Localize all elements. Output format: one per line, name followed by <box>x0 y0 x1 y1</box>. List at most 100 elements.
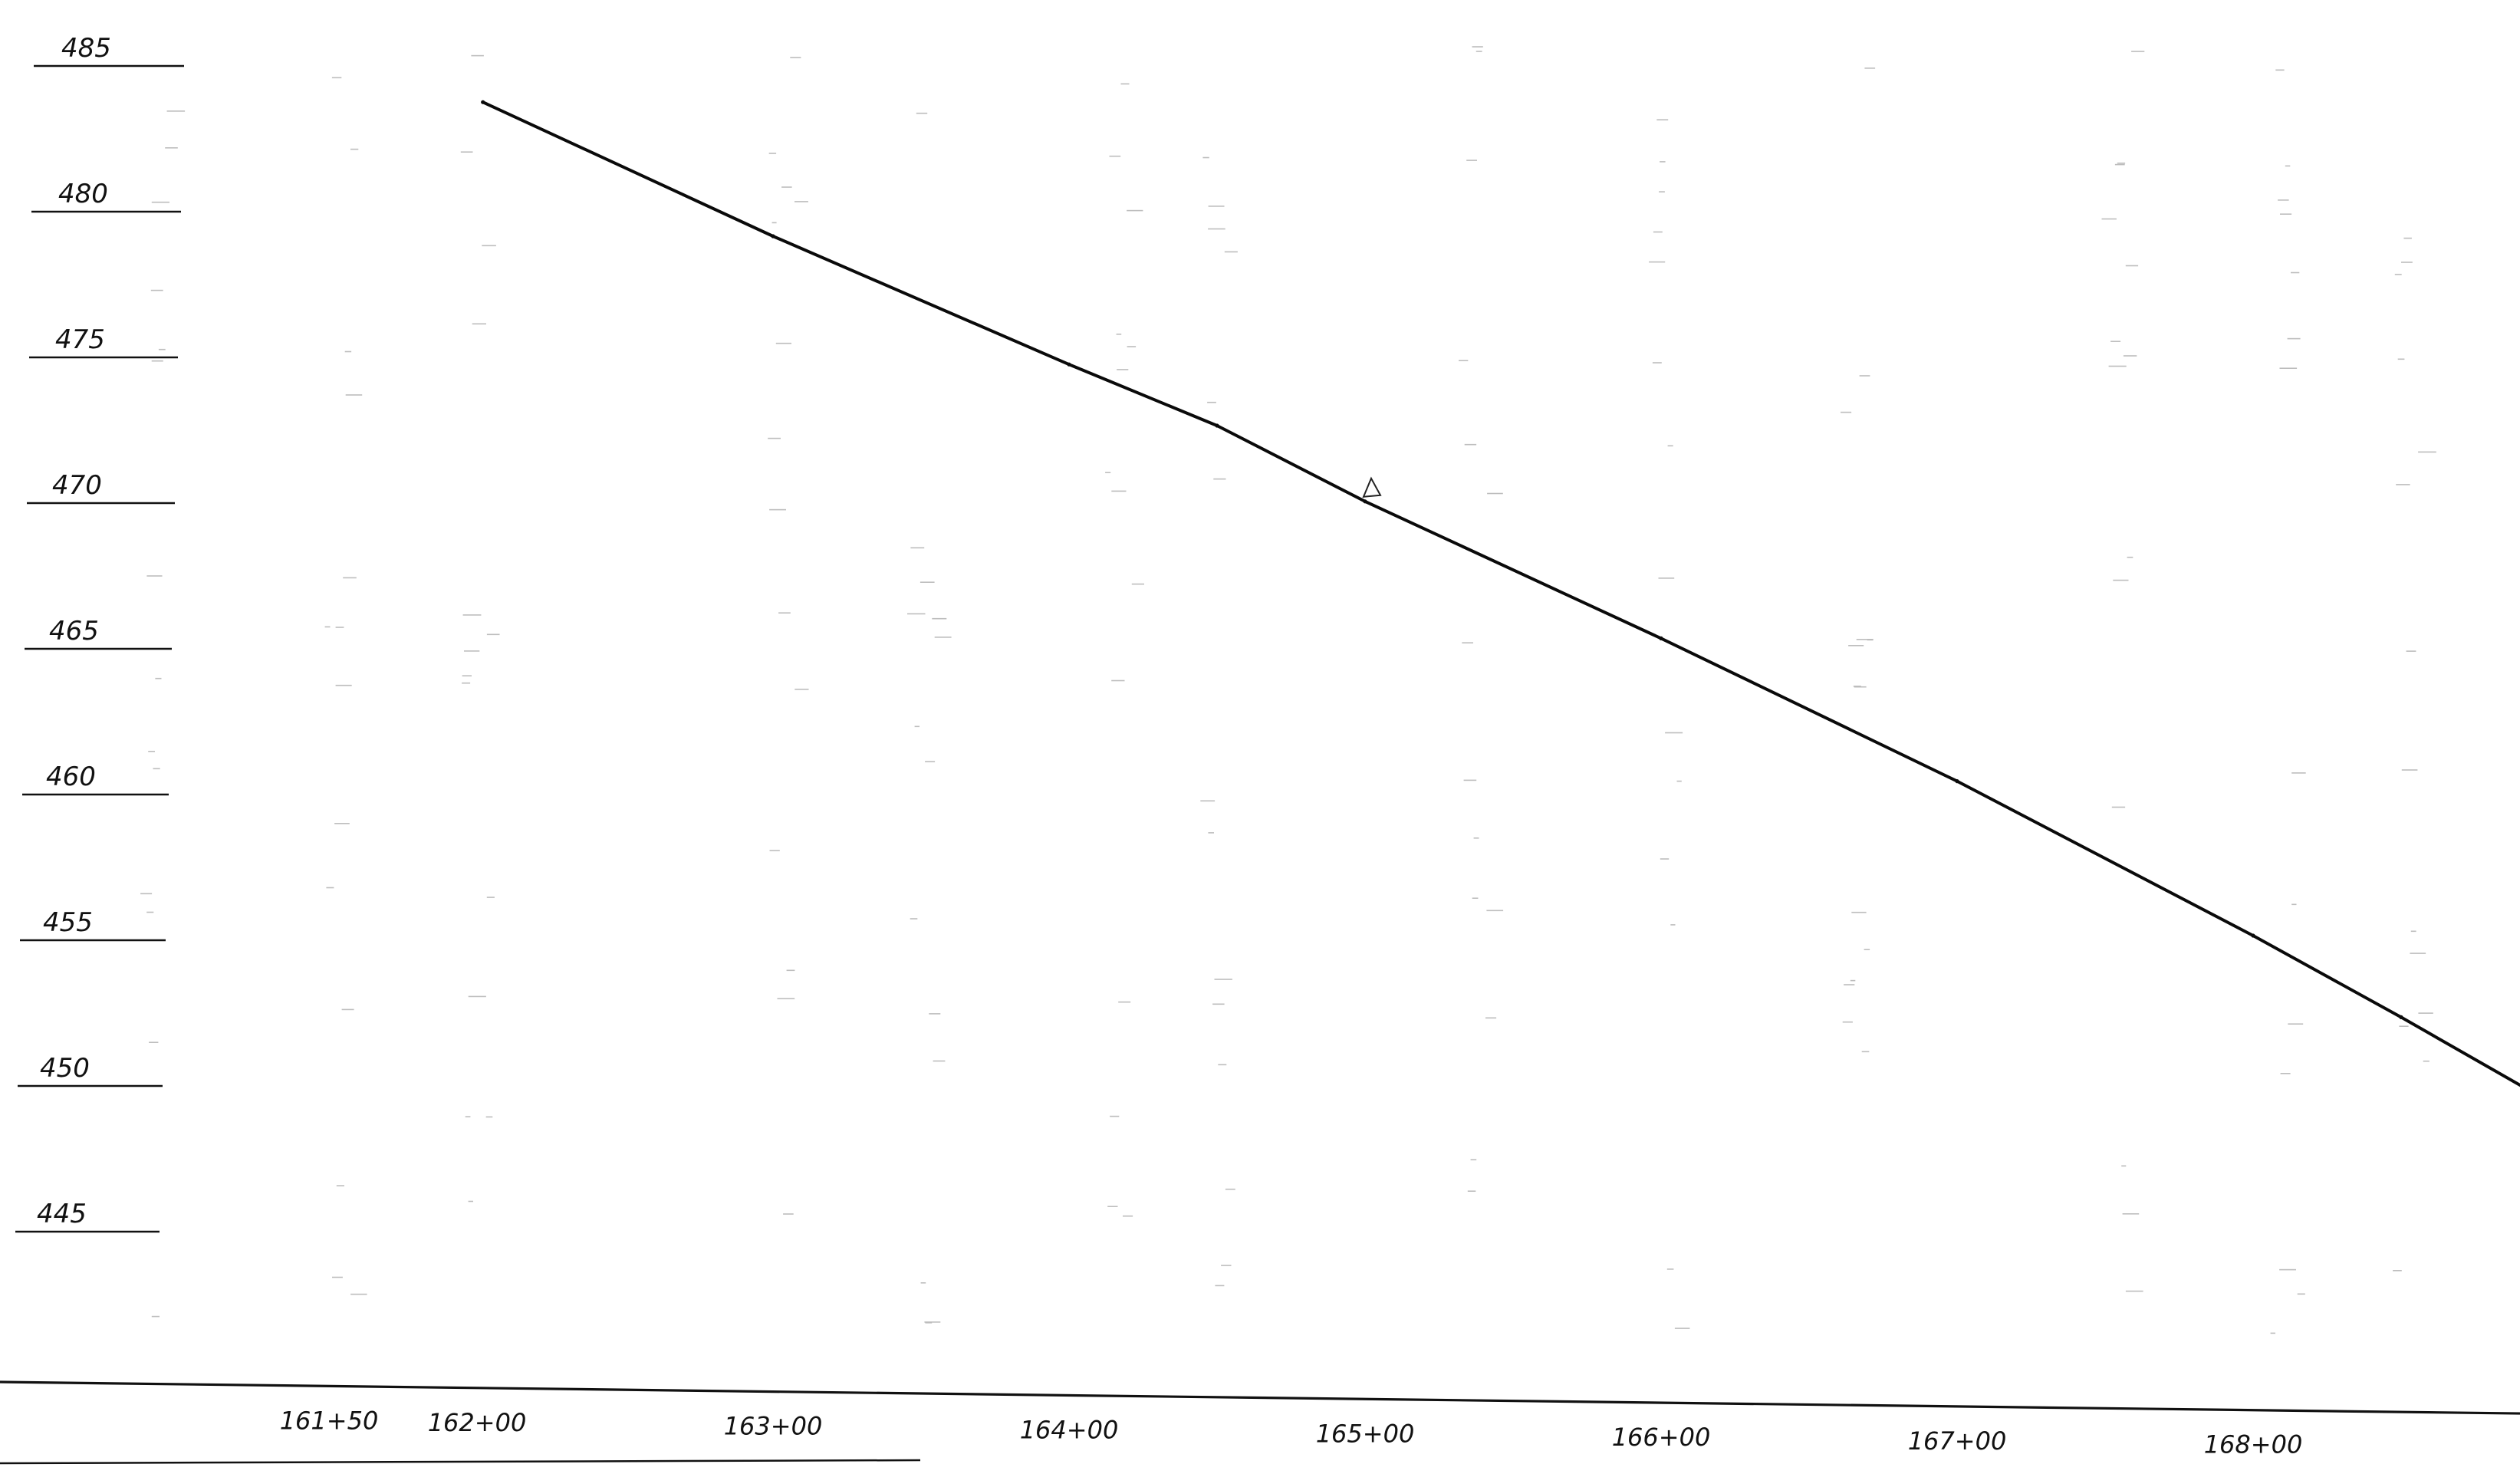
scan-speck <box>1660 858 1670 860</box>
benchmark-triangle-mark <box>1362 476 1382 498</box>
scan-speck <box>331 77 342 79</box>
scan-speck <box>1859 375 1870 377</box>
scan-speck <box>482 245 496 247</box>
scan-speck <box>1117 369 1129 370</box>
scan-speck <box>910 547 925 549</box>
scan-speck <box>2114 163 2125 166</box>
elevation-tick-label: 450 <box>40 1053 90 1084</box>
scan-speck <box>1212 1003 1225 1005</box>
scan-speck <box>165 147 178 149</box>
scan-speck <box>907 613 926 615</box>
scan-speck <box>2288 1023 2304 1025</box>
scan-speck <box>1856 639 1874 640</box>
scan-speck <box>1851 911 1867 913</box>
scan-speck <box>146 575 163 577</box>
scan-speck <box>1466 160 1477 161</box>
elevation-tick-label: 465 <box>49 616 99 647</box>
elevation-tick-label: 470 <box>52 470 102 501</box>
scan-speck <box>465 1116 471 1117</box>
station-tick-label: 162+00 <box>428 1408 527 1437</box>
scan-speck <box>341 1008 354 1011</box>
scan-speck <box>1666 1268 1674 1270</box>
scan-speck <box>2393 1270 2402 1272</box>
scan-speck <box>1459 360 1469 361</box>
scan-speck <box>790 57 801 58</box>
scan-speck <box>1472 897 1479 899</box>
scan-speck <box>768 153 777 154</box>
scan-speck <box>1208 206 1225 207</box>
scan-speck <box>151 1315 160 1318</box>
elevation-tick-label: 445 <box>37 1199 87 1229</box>
scan-speck <box>1475 51 1482 52</box>
scan-speck <box>1472 46 1483 48</box>
scan-speck <box>2287 337 2301 340</box>
scan-speck <box>1208 832 1214 834</box>
scan-speck <box>472 323 486 325</box>
profile-point <box>481 100 485 104</box>
scan-speck <box>335 684 352 686</box>
scan-speck <box>2110 341 2121 342</box>
elevation-scale: 485 480 475 470 465 460 455 450 445 <box>15 33 184 1233</box>
elevation-tick-label: 455 <box>43 907 93 938</box>
scan-speck <box>149 1041 159 1043</box>
scan-speck <box>1467 1190 1476 1192</box>
scan-speck <box>1109 155 1121 157</box>
scan-speck <box>794 201 808 202</box>
scan-speck <box>1464 443 1477 446</box>
profile-point <box>1363 499 1367 504</box>
scan-speck <box>910 918 918 920</box>
scan-speck <box>769 850 780 851</box>
scan-speck <box>153 768 160 770</box>
scan-speck <box>332 1276 343 1278</box>
scan-speck <box>2122 1213 2140 1215</box>
scan-speck <box>1123 1215 1133 1217</box>
scan-speck <box>2418 1012 2433 1014</box>
scan-speck <box>2394 274 2402 275</box>
scan-speck <box>1473 837 1479 839</box>
profile-point <box>2251 933 2255 938</box>
scan-speck <box>1660 161 1666 163</box>
scan-speck <box>155 677 162 679</box>
scan-speck <box>934 637 952 638</box>
scan-speck <box>1131 583 1144 585</box>
scan-speck <box>768 437 781 439</box>
scan-speck <box>1850 979 1856 982</box>
scan-speck <box>1118 1001 1131 1003</box>
scan-speck <box>464 650 480 652</box>
scan-speck <box>2121 1165 2127 1167</box>
scan-speck <box>1463 779 1477 781</box>
scan-speck <box>1649 261 1666 263</box>
scan-speck <box>2275 69 2285 71</box>
station-tick-label: 163+00 <box>724 1412 823 1441</box>
scan-speck <box>2131 51 2145 52</box>
scan-speck <box>1116 334 1122 335</box>
scan-speck <box>462 682 471 684</box>
scan-speck <box>2291 772 2306 774</box>
scan-speck <box>148 751 155 752</box>
scan-speck <box>794 689 809 690</box>
scan-speck <box>1676 780 1682 782</box>
scan-speck <box>1659 191 1665 192</box>
scan-speck <box>786 969 795 972</box>
scan-speck <box>1127 209 1143 212</box>
scan-speck <box>2113 579 2129 581</box>
scan-speck <box>2125 265 2139 267</box>
scan-speck <box>1127 346 1137 347</box>
scan-speck <box>334 823 350 824</box>
scan-speck <box>2111 806 2126 808</box>
sheet-bottom-rule <box>0 1459 921 1465</box>
station-baseline <box>0 1380 2520 1415</box>
scan-speck <box>1208 228 1225 230</box>
scan-speck <box>1653 231 1663 233</box>
scan-speck <box>1107 1206 1118 1207</box>
elevation-tick-label: 475 <box>55 324 105 355</box>
profile-point <box>1659 636 1663 641</box>
elevation-tick-label: 460 <box>46 762 96 792</box>
scan-speck <box>350 1293 367 1295</box>
scan-speck <box>1218 1064 1227 1066</box>
scan-speck <box>336 1185 344 1186</box>
scan-speck <box>2423 1060 2430 1062</box>
scan-speck <box>778 612 791 614</box>
scan-speck <box>1110 1115 1120 1117</box>
scan-speck <box>1213 478 1226 480</box>
